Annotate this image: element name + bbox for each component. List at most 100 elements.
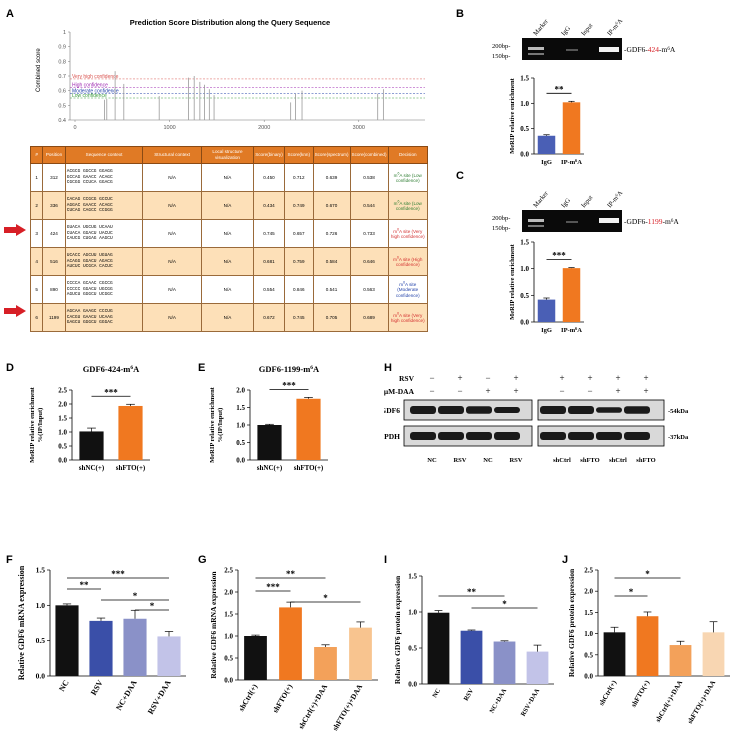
chart-title: GDF6-424-m6A	[83, 364, 140, 374]
table-row: 2 336 CACAG CCGCG GCCUC AGGAC GAACC ACAGC …	[29, 191, 428, 220]
blot-band	[568, 432, 594, 440]
y-tick-label: 0.0	[36, 672, 46, 681]
y-tick-label: 1.5	[520, 239, 529, 247]
lane-label: shCtrl	[609, 457, 627, 464]
treatment-symbol: +	[513, 373, 518, 383]
sig-label: ***	[266, 582, 280, 592]
gel-lane-label: IP-m6A	[605, 16, 624, 37]
bar	[460, 630, 483, 684]
panel-letter-c: C	[456, 170, 464, 182]
panel-letter-d: D	[6, 362, 14, 374]
table-cell: 424	[42, 219, 66, 248]
y-tick-label: 0.5	[520, 292, 529, 300]
treatment-symbol: +	[457, 373, 462, 383]
marker-200: 200bp-	[492, 43, 510, 50]
blot-band	[540, 432, 566, 440]
sig-label: *	[502, 599, 507, 609]
y-tick-label: 2.5	[584, 567, 593, 575]
chart-d: GDF6-424-m6A 0.0 0.5 1.0 1.5 2.0 2.5 MeRIP rela…	[29, 364, 150, 472]
sig-label: **	[80, 580, 90, 590]
y-axis-label: Relative GDF6 protein expression	[567, 568, 576, 677]
x-tick-label: NC	[57, 678, 71, 693]
table-cell: 4	[29, 247, 44, 276]
y-axis-label: MeRIP relative enrichment	[29, 386, 36, 463]
table-header: Score(combined)	[349, 146, 389, 164]
x-tick-label: shFTO(+)	[271, 682, 295, 714]
table-row: 4 516 UCACC AGCUU UGUAG ACAGG GGACU AGACG …	[29, 247, 428, 276]
chart-j: 0.0 0.5 1.0 1.5 2.0 2.5 Relative GDF6 protein …	[567, 567, 730, 725]
table-cell: 2	[29, 191, 44, 220]
y-tick-label: 2.0	[224, 589, 233, 597]
treatment-label: 30μM-DAA	[384, 387, 415, 396]
sig-label: **	[555, 84, 565, 94]
blot-band	[596, 407, 622, 413]
table-cell: 0.450	[253, 163, 285, 192]
x-tick-label: shFTO(+)+DAA	[686, 679, 717, 725]
bar	[537, 299, 556, 322]
score-distribution-plot: Prediction Score Distribution along the …	[36, 18, 425, 131]
gel-c: Marker IgG Input IP-m6A 200bp- 150bp- -GDF6…	[492, 189, 679, 232]
score-ytick: 0.7	[58, 74, 66, 80]
bar	[118, 405, 143, 460]
panel-letter-g: G	[198, 554, 207, 566]
x-tick-label: RSV	[463, 687, 476, 702]
x-tick-label: shCtrl(+)	[597, 678, 618, 707]
table-cell: 0.705	[312, 303, 351, 332]
table-cell: 1	[29, 163, 44, 192]
table-cell: N/A	[200, 163, 255, 192]
y-tick-label: 0.5	[408, 645, 417, 653]
chart-b: 0.0 0.5 1.0 1.5 MeRIP relative enrichment IgG…	[509, 75, 584, 166]
bar	[55, 605, 79, 676]
lane-label: shFTO	[636, 457, 655, 464]
y-tick-label: 2.0	[236, 387, 245, 395]
y-tick-label: 0.0	[584, 673, 593, 681]
bar	[526, 651, 549, 684]
panel-letter-i: I	[384, 554, 388, 566]
decision-cell: m6A site (Low confidence)	[387, 191, 428, 220]
marker-150: 150bp-	[492, 53, 510, 60]
x-tick-label: shNC(+)	[257, 464, 283, 472]
table-cell: 0.745	[283, 303, 314, 332]
protein-label: GAPDH	[384, 432, 400, 441]
decision-cell: m6A site (Moderate confidence)	[387, 275, 428, 304]
x-tick-label: NC	[431, 687, 442, 699]
bar	[603, 632, 626, 676]
treatment-symbol: +	[643, 386, 648, 396]
bar	[314, 647, 337, 680]
blot-band	[494, 407, 520, 413]
lane-label: RSV	[509, 457, 522, 464]
table-cell: 0.689	[349, 303, 389, 332]
blot-band	[438, 432, 464, 440]
y-tick-label: 0.5	[36, 636, 46, 645]
y-tick-label: 1.5	[520, 75, 529, 83]
bar	[244, 636, 267, 680]
decision-cell: m6A site (Low confidence)	[387, 163, 428, 192]
bar	[636, 616, 659, 676]
gel-c-label: -GDF6-1199-m6A	[624, 217, 679, 226]
treatment-symbol: −	[485, 373, 490, 383]
table-header: Local structure visualization	[200, 146, 255, 164]
y-tick-label: 0.0	[236, 457, 245, 465]
y-tick-label: 0.5	[58, 443, 67, 451]
table-cell: 0.670	[312, 191, 351, 220]
gel-lane-label: IgG	[560, 25, 572, 37]
decision-cell: m6A site (Very high confidence)	[387, 219, 428, 248]
treatment-symbol: +	[615, 386, 620, 396]
ip-band	[599, 47, 619, 52]
chart-i: 0.0 0.5 1.0 1.5 Relative GDF6 protein expres…	[393, 573, 554, 718]
y-tick-label: 0.0	[224, 677, 233, 685]
blot-band	[438, 406, 464, 414]
y-tick-label: 2.5	[224, 567, 233, 575]
legend-0: Very high confidence	[72, 74, 119, 80]
table-cell: 1199	[42, 303, 66, 332]
table-cell: N/A	[142, 191, 202, 220]
bar	[493, 641, 516, 684]
table-cell: N/A	[200, 191, 255, 220]
y-axis-label-2: %(IP/Input)	[37, 408, 44, 443]
bar	[562, 268, 581, 322]
y-tick-label: 1.5	[236, 404, 245, 412]
table-cell: 0.639	[312, 163, 351, 192]
panel-letter-a: A	[6, 8, 14, 20]
x-tick-label: shCtrl(+)+DAA	[654, 679, 684, 724]
prediction-table: # Position Sequence context Structural cont…	[29, 146, 428, 332]
